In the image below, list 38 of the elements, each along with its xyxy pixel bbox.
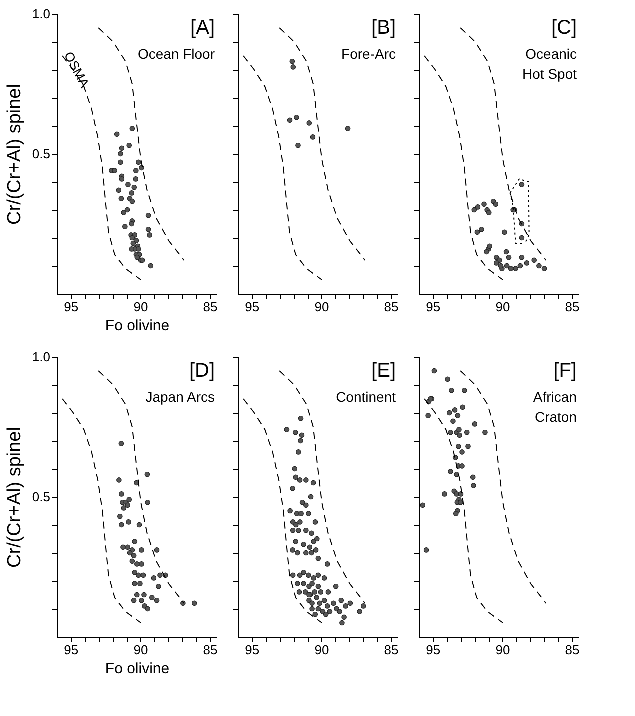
x-tick-label: 90 bbox=[496, 642, 510, 658]
chart-title: [B] bbox=[372, 17, 396, 39]
y-axis-title: Cr/(Cr+Al) spinel bbox=[4, 84, 26, 225]
x-tick-label: 90 bbox=[496, 300, 510, 314]
x-tick-label: 90 bbox=[134, 642, 148, 658]
x-tick-label: 85 bbox=[565, 300, 580, 314]
x-tick-label: 90 bbox=[314, 642, 330, 658]
chart-title: [D] bbox=[189, 360, 215, 382]
x-tick-label: 95 bbox=[426, 642, 441, 658]
x-tick-label: 85 bbox=[384, 642, 399, 658]
x-axis-title: Fo olivine bbox=[105, 660, 170, 678]
x-tick-label: 95 bbox=[426, 300, 441, 314]
text: African Craton bbox=[533, 389, 577, 425]
chart-title: [F] bbox=[554, 360, 577, 382]
x-tick-label: 85 bbox=[565, 642, 580, 658]
x-tick-label: 95 bbox=[245, 300, 260, 314]
chart-title: [C] bbox=[551, 17, 577, 39]
x-tick-label: 90 bbox=[314, 300, 330, 314]
x-tick-label: 95 bbox=[245, 642, 260, 658]
x-tick-label: 85 bbox=[203, 642, 218, 658]
y-tick-label: 0.5 bbox=[32, 490, 50, 504]
text: Oceanic Hot Spot bbox=[522, 46, 578, 82]
y-tick-label: 1.0 bbox=[32, 350, 50, 364]
x-axis-title: Fo olivine bbox=[105, 318, 170, 334]
chart-title: [A] bbox=[190, 17, 215, 39]
text: Ocean Floor bbox=[138, 46, 216, 62]
chart-title: [E] bbox=[372, 360, 396, 382]
text: Japan Arcs bbox=[146, 389, 215, 405]
x-tick-label: 95 bbox=[64, 642, 79, 658]
x-tick-label: 95 bbox=[64, 300, 79, 314]
text: Continent bbox=[336, 389, 396, 405]
x-tick-label: 85 bbox=[203, 300, 218, 314]
x-tick-label: 90 bbox=[134, 300, 148, 314]
y-tick-label: 0.5 bbox=[32, 146, 50, 162]
y-axis-title: Cr/(Cr+Al) spinel bbox=[4, 427, 26, 568]
x-tick-label: 85 bbox=[384, 300, 399, 314]
text: Fore-Arc bbox=[342, 46, 396, 62]
y-tick-label: 1.0 bbox=[32, 6, 50, 22]
